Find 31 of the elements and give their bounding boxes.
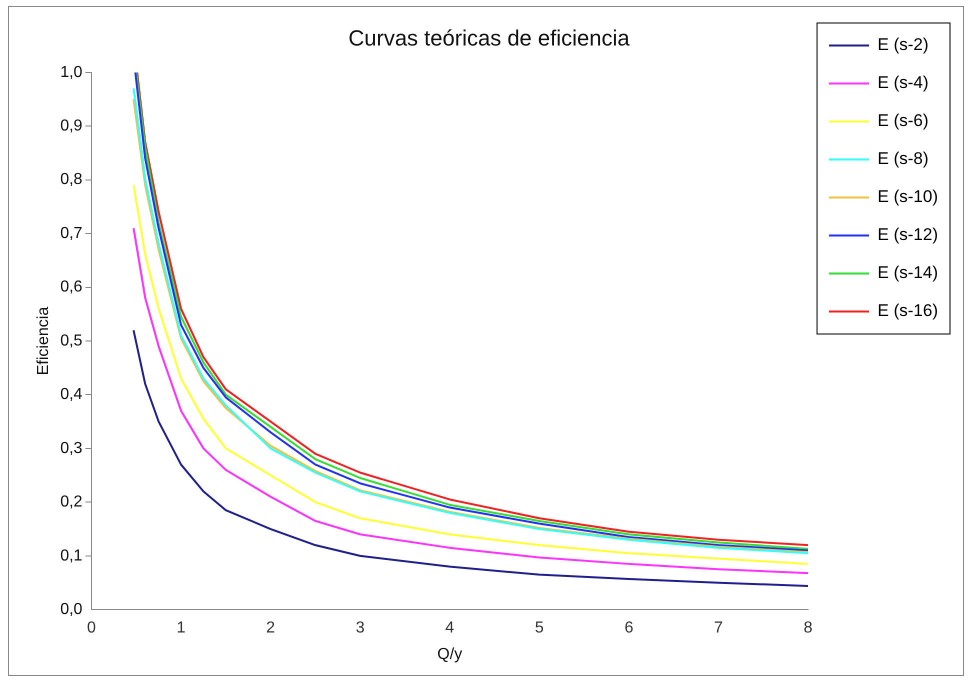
y-tick-label: 1,0	[60, 64, 83, 81]
chart-title: Curvas teóricas de eficiencia	[348, 25, 630, 50]
y-tick-label: 0,0	[60, 601, 83, 618]
y-tick-label: 0,2	[60, 494, 83, 511]
y-tick-label: 0,3	[60, 440, 83, 457]
legend-label: E (s-2)	[878, 35, 929, 54]
legend-label: E (s-8)	[878, 149, 929, 168]
x-tick-label: 4	[445, 620, 454, 637]
y-axis-title: Eficiencia	[35, 306, 52, 376]
y-tick-label: 0,6	[60, 278, 83, 296]
x-tick-label: 2	[266, 620, 276, 637]
legend-label: E (s-6)	[878, 111, 929, 130]
x-tick-label: 8	[804, 620, 813, 637]
x-tick-label: 5	[534, 620, 544, 637]
x-axis-title: Q/y	[437, 646, 462, 663]
x-tick-label: 1	[176, 620, 186, 637]
x-tick-label: 6	[624, 620, 634, 637]
legend-label: E (s-4)	[878, 73, 929, 92]
x-tick-label: 7	[714, 620, 724, 637]
y-tick-label: 0,8	[60, 171, 83, 188]
y-tick-label: 0,5	[60, 332, 83, 350]
y-tick-label: 0,4	[60, 386, 83, 404]
y-tick-label: 0,7	[60, 224, 83, 242]
legend-label: E (s-12)	[878, 225, 938, 244]
legend-label: E (s-16)	[878, 301, 938, 320]
y-tick-label: 0,1	[60, 547, 83, 564]
legend-label: E (s-14)	[878, 263, 938, 282]
x-tick-label: 0	[86, 620, 96, 637]
x-tick-label: 3	[356, 620, 365, 637]
y-tick-label: 0,9	[60, 118, 83, 135]
legend-label: E (s-10)	[878, 187, 938, 206]
